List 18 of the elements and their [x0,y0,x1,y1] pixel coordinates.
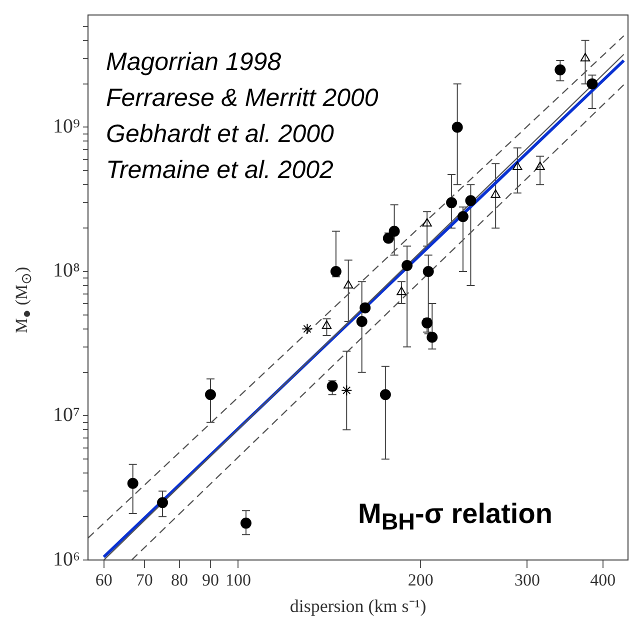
x-tick-label: 200 [408,570,434,590]
x-tick-label: 90 [202,570,219,590]
annotation: Tremaine et al. 2002 [106,155,334,186]
x-tick-label: 400 [590,570,616,590]
x-tick-label: 300 [514,570,540,590]
y-tick-label: 10⁶ [53,548,80,570]
annotation: M$_{BH}$-σ relation [358,498,552,536]
x-axis-title: dispersion (km s⁻¹) [290,596,426,616]
annotation: Magorrian 1998 [106,47,282,78]
y-tick-label: 10⁹ [53,116,80,138]
x-tick-label: 70 [136,570,153,590]
x-tick-label: 60 [95,570,112,590]
y-tick-label: 10⁷ [53,404,80,426]
x-tick-label: 100 [225,570,251,590]
annotation: Ferrarese & Merritt 2000 [106,83,378,114]
y-tick-label: 10⁸ [53,260,80,282]
annotation: Gebhardt et al. 2000 [106,119,335,150]
x-tick-label: 80 [171,570,188,590]
